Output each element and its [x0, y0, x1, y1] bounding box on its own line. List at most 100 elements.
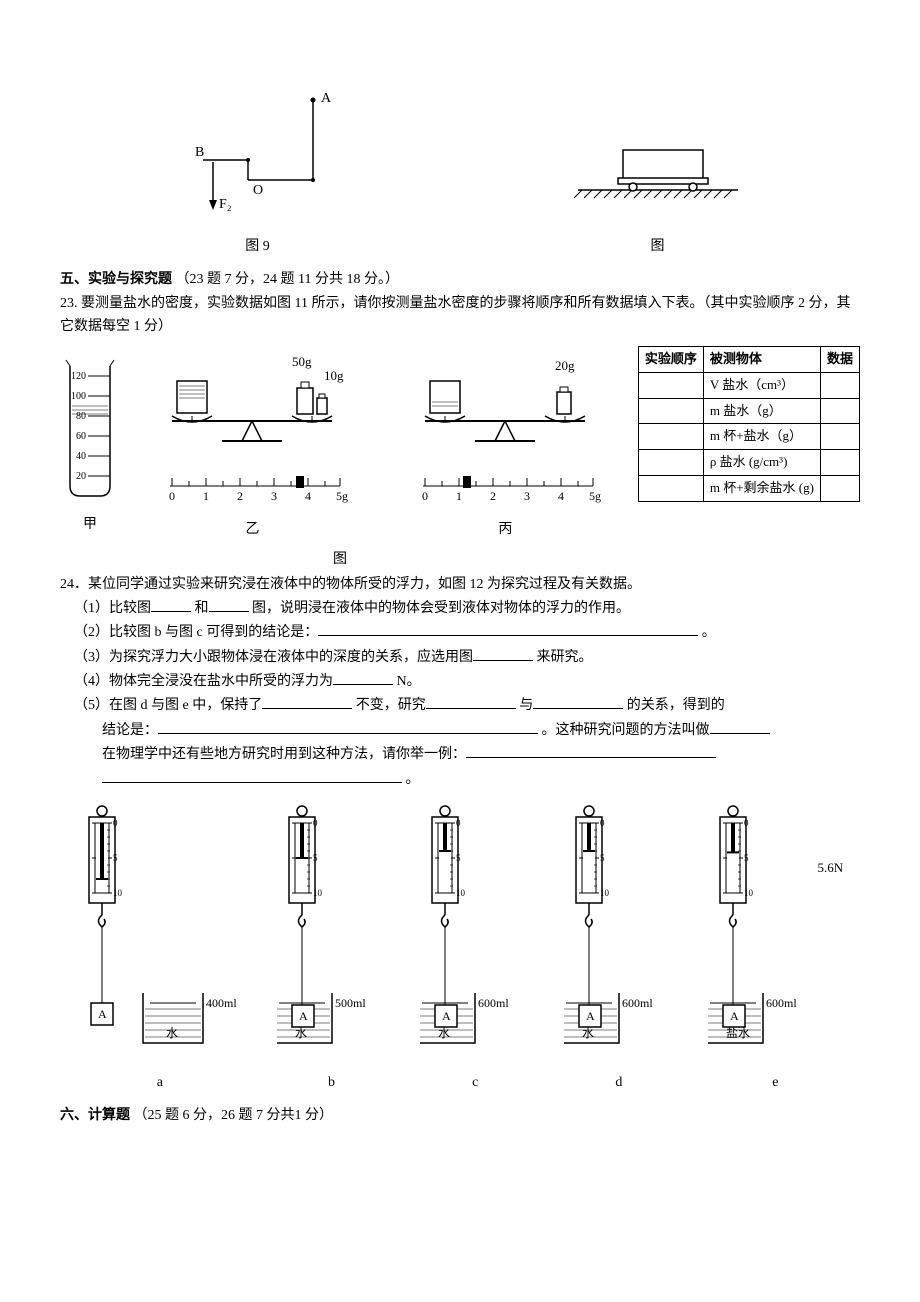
graduated-cylinder-svg: 120 100 80 60 40 20	[60, 346, 120, 506]
svg-text:5: 5	[456, 853, 461, 863]
svg-text:A: A	[442, 1009, 451, 1023]
q23-text: 23. 要测量盐水的密度，实验数据如图 11 所示，请你按测量盐水密度的步骤将顺…	[60, 293, 860, 338]
cylinder-block: 120 100 80 60 40 20 甲	[60, 346, 120, 537]
svg-text:10: 10	[113, 888, 123, 898]
table-row: m 杯+剩余盐水 (g)	[638, 475, 859, 501]
svg-text:水: 水	[295, 1026, 307, 1040]
spring-col-b: 0510500ml水A b	[277, 803, 387, 1095]
svg-text:A: A	[586, 1009, 595, 1023]
q24-p5-line4: 。	[60, 769, 860, 791]
svg-text:5g: 5g	[589, 489, 601, 503]
svg-text:盐水: 盐水	[726, 1026, 750, 1040]
ruler-bing-svg: 012345g	[405, 474, 605, 510]
q24-p5-line1: （5）在图 d 与图 e 中，保持了 不变，研究 与 的关系，得到的	[60, 695, 860, 717]
svg-text:水: 水	[166, 1026, 178, 1040]
svg-text:0: 0	[313, 818, 318, 828]
table-row: m 盐水（g）	[638, 398, 859, 424]
svg-text:A: A	[730, 1009, 739, 1023]
svg-text:10: 10	[744, 888, 754, 898]
balance-bing-label: 丙	[385, 519, 626, 541]
spring-col-a: 0 5 10 A 400ml 水 a	[77, 803, 243, 1095]
svg-text:A: A	[98, 1007, 107, 1021]
spring-label-e: e	[708, 1072, 844, 1094]
svg-text:600ml: 600ml	[766, 996, 797, 1010]
blank[interactable]	[209, 598, 249, 612]
table-header-row: 实验顺序 被测物体 数据	[638, 346, 859, 372]
spring-label-b: b	[277, 1072, 387, 1094]
weight-10g: 10g	[324, 368, 344, 383]
svg-text:400ml: 400ml	[206, 996, 237, 1010]
section-6-heading-paren: （25 题 6 分，26 题 7 分共1 分）	[134, 1108, 334, 1123]
q24-p3: （3）为探究浮力大小跟物体浸在液体中的深度的关系，应选用图 来研究。	[60, 647, 860, 669]
spring-col-c: 0510600ml水A c	[420, 803, 530, 1095]
svg-text:A: A	[299, 1009, 308, 1023]
q23-table: 实验顺序 被测物体 数据 V 盐水（cm³） m 盐水（g） m 杯+盐水（g）…	[638, 346, 860, 502]
svg-text:0: 0	[113, 818, 118, 828]
svg-text:600ml: 600ml	[478, 996, 509, 1010]
q24-p2: （2）比较图 b 与图 c 可得到的结论是： 。	[60, 622, 860, 644]
th-order: 实验顺序	[638, 346, 703, 372]
blank[interactable]	[102, 769, 402, 783]
svg-text:5: 5	[113, 853, 118, 863]
svg-text:5: 5	[744, 853, 749, 863]
reading-e: 5.6N	[818, 858, 844, 879]
spring-label-d: d	[564, 1072, 674, 1094]
table-row: ρ 盐水 (g/cm³)	[638, 450, 859, 476]
weight-20g: 20g	[555, 358, 575, 373]
svg-text:60: 60	[76, 431, 86, 442]
spring-label-c: c	[420, 1072, 530, 1094]
svg-text:0: 0	[169, 489, 175, 503]
blank[interactable]	[262, 695, 352, 709]
blank[interactable]	[151, 598, 191, 612]
svg-text:0: 0	[456, 818, 461, 828]
q23-table-wrap: 实验顺序 被测物体 数据 V 盐水（cm³） m 盐水（g） m 杯+盐水（g）…	[638, 346, 860, 502]
svg-text:0: 0	[600, 818, 605, 828]
blank[interactable]	[473, 647, 533, 661]
figure-10: 图	[568, 80, 748, 259]
blank[interactable]	[533, 695, 623, 709]
blank[interactable]	[466, 744, 716, 758]
svg-text:40: 40	[76, 451, 86, 462]
spring-col-d: 0510600ml水A d	[564, 803, 674, 1095]
svg-text:10: 10	[600, 888, 610, 898]
svg-text:5: 5	[313, 853, 318, 863]
blank[interactable]	[158, 720, 538, 734]
blank[interactable]	[318, 622, 698, 636]
ruler-yi-svg: 012345g	[152, 474, 352, 510]
th-data: 数据	[820, 346, 859, 372]
svg-text:80: 80	[76, 411, 86, 422]
q24-p5-line2: 结论是： 。这种研究问题的方法叫做	[60, 720, 860, 742]
figure-11-caption: 图	[120, 549, 560, 571]
balance-bing-block: 20g 012345g 丙	[385, 346, 626, 541]
svg-text:0: 0	[422, 489, 428, 503]
svg-text:100: 100	[71, 391, 86, 402]
svg-text:1: 1	[456, 489, 462, 503]
svg-text:4: 4	[558, 489, 564, 503]
table-row: V 盐水（cm³）	[638, 372, 859, 398]
svg-text:水: 水	[438, 1026, 450, 1040]
figure-row-top: A B O F₂ 图 9	[60, 80, 860, 259]
figure-9-svg: A B O F₂	[173, 80, 343, 220]
blank[interactable]	[426, 695, 516, 709]
figure-11-row: 120 100 80 60 40 20 甲	[60, 346, 860, 541]
balance-yi-svg: 50g 10g	[152, 346, 352, 466]
blank[interactable]	[710, 720, 770, 734]
svg-text:2: 2	[237, 489, 243, 503]
svg-text:20: 20	[76, 471, 86, 482]
section-5-heading-line: 五、实验与探究题 （23 题 7 分，24 题 11 分共 18 分。）	[60, 269, 860, 291]
balance-yi-block: 50g 10g 012345g 乙	[132, 346, 373, 541]
section-5-heading: 五、实验与探究题	[60, 272, 172, 287]
blank[interactable]	[333, 671, 393, 685]
q24-intro: 24．某位同学通过实验来研究浸在液体中的物体所受的浮力，如图 12 为探究过程及…	[60, 574, 860, 596]
svg-text:3: 3	[524, 489, 530, 503]
balance-bing-svg: 20g	[405, 346, 605, 466]
svg-text:水: 水	[582, 1026, 594, 1040]
svg-text:5: 5	[600, 853, 605, 863]
svg-text:5g: 5g	[336, 489, 348, 503]
spring-scale-row: 0510A 400ml水 a 0510500ml水A b 0510600ml水A…	[60, 803, 860, 1095]
q24-p5-line3: 在物理学中还有些地方研究时用到这种方法，请你举一例：	[60, 744, 860, 766]
svg-text:1: 1	[203, 489, 209, 503]
section-6-heading: 六、计算题	[60, 1108, 130, 1123]
balance-yi-label: 乙	[132, 519, 373, 541]
spring-label-a: a	[77, 1072, 243, 1094]
